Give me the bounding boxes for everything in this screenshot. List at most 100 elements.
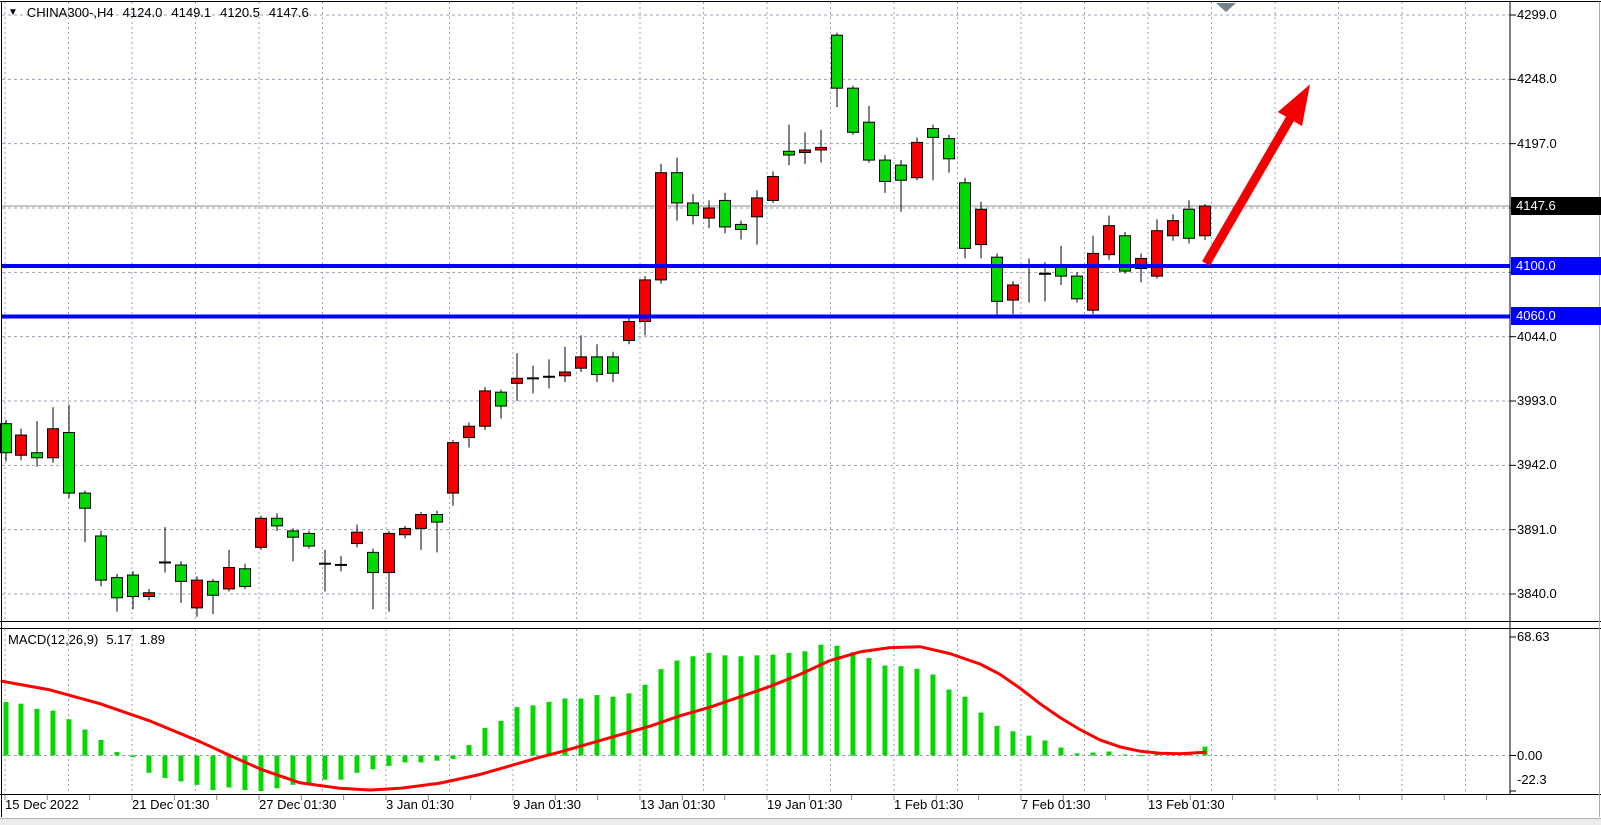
macd-histogram-bar <box>402 755 408 763</box>
symbol-timeframe: CHINA300-,H4 <box>26 5 114 20</box>
symbol-dropdown-icon[interactable]: ▼ <box>8 7 18 18</box>
time-axis-label: 13 Feb 01:30 <box>1148 797 1225 812</box>
macd-histogram-bar <box>290 755 296 785</box>
time-axis-label: 13 Jan 01:30 <box>640 797 716 812</box>
macd-histogram-bar <box>322 755 328 780</box>
macd-name: MACD(12,26,9) <box>8 632 99 647</box>
macd-histogram-bar <box>1106 751 1112 756</box>
macd-histogram-bar <box>354 755 360 773</box>
candle-body <box>15 434 27 456</box>
candle-body <box>511 377 523 384</box>
macd-histogram-bar <box>818 644 824 756</box>
candle-body <box>655 172 667 281</box>
macd-histogram-bar <box>1042 740 1048 756</box>
macd-histogram-bar <box>210 755 216 791</box>
time-axis-label: 3 Jan 01:30 <box>386 797 454 812</box>
candle-body <box>399 527 411 536</box>
candle-body <box>719 199 731 228</box>
candle-body <box>575 356 587 369</box>
time-axis-label: 21 Dec 01:30 <box>132 797 210 812</box>
candle-body <box>927 128 939 138</box>
macd-histogram-bar <box>98 739 104 756</box>
macd-histogram-bar <box>498 720 504 756</box>
macd-histogram-bar <box>626 693 632 756</box>
candle-body <box>303 532 315 547</box>
macd-histogram-bar <box>882 665 888 756</box>
candle-body <box>463 425 475 439</box>
candle-body <box>47 428 59 459</box>
macd-histogram-bar <box>450 755 456 759</box>
price-axis-label: 3993.0 <box>1517 393 1557 408</box>
macd-histogram-bar <box>1138 755 1144 757</box>
macd-histogram-bar <box>274 755 280 789</box>
macd-histogram-bar <box>946 689 952 756</box>
candle-body <box>991 256 1003 302</box>
macd-histogram-bar <box>850 652 856 756</box>
candle-body <box>847 87 859 133</box>
candle-body <box>687 202 699 217</box>
macd-histogram-bar <box>306 755 312 785</box>
macd-histogram-bar <box>1186 754 1192 756</box>
candle-body <box>367 551 379 574</box>
candle-body <box>767 175 779 201</box>
macd-histogram-bar <box>530 705 536 756</box>
macd-histogram-bar <box>258 755 264 791</box>
macd-histogram-bar <box>642 684 648 756</box>
macd-histogram-bar <box>1074 753 1080 756</box>
candle-body <box>879 159 891 183</box>
candle-body <box>799 149 811 153</box>
candle-body <box>703 207 715 219</box>
time-axis-label: 19 Jan 01:30 <box>767 797 843 812</box>
ohlc-low: 4120.5 <box>220 5 260 20</box>
macd-histogram-bar <box>786 652 792 756</box>
ohlc-high: 4149.1 <box>171 5 212 20</box>
price-axis-label: 3942.0 <box>1517 457 1557 473</box>
candle-body <box>287 530 299 538</box>
macd-histogram-bar <box>994 725 1000 756</box>
macd-histogram-bar <box>914 668 920 756</box>
candle-body <box>863 121 875 161</box>
macd-histogram-bar <box>1058 747 1064 756</box>
time-axis-label: 15 Dec 2022 <box>5 797 79 812</box>
price-axis-label: 4044.0 <box>1517 328 1557 344</box>
macd-histogram-bar <box>546 701 552 756</box>
macd-histogram-bar <box>866 657 872 756</box>
candle-body <box>815 146 827 151</box>
candle-body <box>143 592 155 598</box>
candle-body <box>943 138 955 160</box>
candle-body <box>911 141 923 179</box>
candle-body <box>735 223 747 230</box>
current-price-badge: 4147.6 <box>1511 196 1601 215</box>
candle-body <box>895 164 907 181</box>
candle-body <box>559 371 571 377</box>
macd-histogram-bar <box>674 660 680 756</box>
macd-histogram-bar <box>482 727 488 756</box>
candle-body <box>207 580 219 596</box>
macd-histogram-bar <box>130 755 136 758</box>
trend-arrow-head[interactable] <box>1277 84 1310 127</box>
macd-histogram-bar <box>162 755 168 778</box>
candle-body <box>111 577 123 599</box>
macd-histogram-bar <box>466 745 472 756</box>
candle-body <box>1167 220 1179 237</box>
macd-histogram-bar <box>50 710 56 756</box>
candle-body <box>0 423 12 454</box>
candle-body <box>1151 230 1163 277</box>
candle-body <box>639 279 651 323</box>
price-axis-label: 4197.0 <box>1517 135 1557 151</box>
time-axis-label: 1 Feb 01:30 <box>894 797 964 812</box>
ohlc-close: 4147.6 <box>268 5 309 20</box>
macd-histogram-bar <box>386 755 392 766</box>
macd-histogram-bar <box>594 695 600 756</box>
macd-histogram-bar <box>146 755 152 773</box>
chart-shift-marker-icon[interactable] <box>1216 3 1236 12</box>
macd-axis-label: -22.3 <box>1517 772 1547 787</box>
macd-histogram-bar <box>930 674 936 756</box>
macd-histogram-bar <box>114 752 120 756</box>
candle-body <box>223 567 235 590</box>
candle-body <box>127 574 139 598</box>
candle-body <box>63 432 75 494</box>
candle-body <box>1199 205 1211 237</box>
